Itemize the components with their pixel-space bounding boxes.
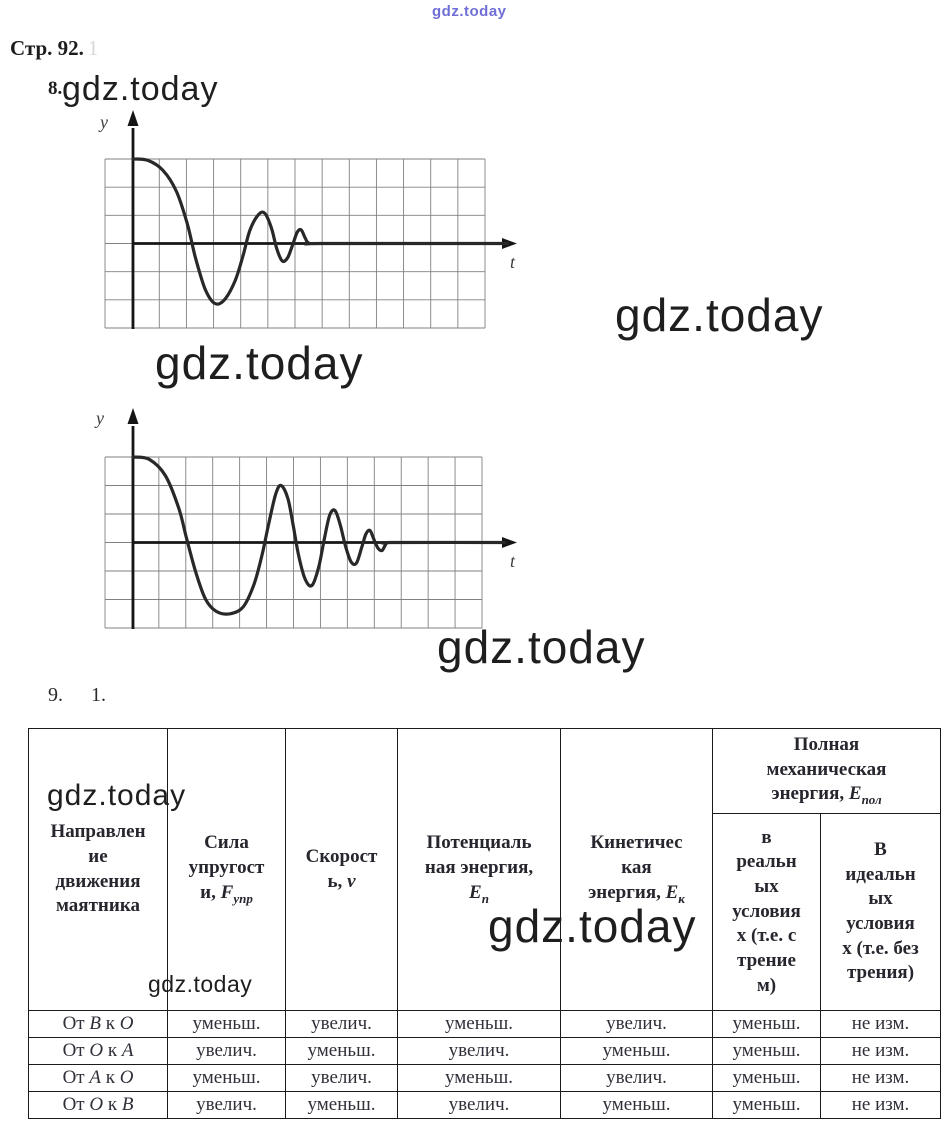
value-cell: увелич. bbox=[285, 1010, 398, 1038]
col-header-kinetic: Кинетичес кая энергия, Eк bbox=[560, 728, 713, 1011]
value-cell: увелич. bbox=[285, 1064, 398, 1092]
header-text: Скорост ь, bbox=[305, 845, 378, 892]
formula-base: v bbox=[347, 870, 356, 892]
value-cell: уменьш. bbox=[167, 1010, 286, 1038]
formula-subscript: п bbox=[481, 890, 489, 906]
value-cell: увелич. bbox=[167, 1091, 286, 1119]
page-heading-text: Стр. 92. bbox=[10, 36, 84, 60]
formula-base: E bbox=[848, 783, 862, 805]
value-cell: уменьш. bbox=[712, 1010, 821, 1038]
page-heading: Стр. 92. 1 bbox=[10, 36, 98, 61]
watermark-top: gdz.today bbox=[432, 3, 507, 20]
formula-base: F bbox=[220, 881, 234, 903]
value-cell: увелич. bbox=[397, 1091, 561, 1119]
watermark-left: gdz.today bbox=[155, 337, 364, 389]
formula-base: E bbox=[665, 881, 679, 903]
watermark-right: gdz.today bbox=[615, 289, 824, 341]
formula-subscript: упр bbox=[233, 890, 253, 906]
value-cell: уменьш. bbox=[712, 1037, 821, 1065]
value-cell: уменьш. bbox=[712, 1064, 821, 1092]
pendulum-energy-table: Направлен ие движения маятника Сила упру… bbox=[28, 728, 941, 1119]
header-text: В идеальн ых условия х (т.е. без трения) bbox=[842, 838, 919, 984]
formula-subscript: пол bbox=[861, 792, 882, 808]
damped-oscillation-graph-1: yt bbox=[98, 110, 517, 329]
value-cell: уменьш. bbox=[397, 1064, 561, 1092]
col-header-total-energy: Полная механическая энергия, Eпол bbox=[712, 728, 941, 814]
header-text: Полная механическая энергия, bbox=[766, 733, 887, 805]
value-cell: уменьш. bbox=[167, 1064, 286, 1092]
problem-9-label: 9. bbox=[48, 684, 63, 706]
col-header-direction: Направлен ие движения маятника bbox=[28, 728, 168, 1011]
value-cell: уменьш. bbox=[397, 1010, 561, 1038]
value-cell: не изм. bbox=[820, 1037, 941, 1065]
value-cell: уменьш. bbox=[560, 1091, 713, 1119]
formula-base: E bbox=[469, 881, 482, 903]
header-text: в реальн ых условия х (т.е. с трение м) bbox=[732, 826, 801, 996]
value-cell: увелич. bbox=[397, 1037, 561, 1065]
col-header-speed: Скорост ь, v bbox=[285, 728, 398, 1011]
value-cell: уменьш. bbox=[560, 1037, 713, 1065]
direction-cell: От O к A bbox=[28, 1037, 168, 1065]
watermark-after-p8: gdz.today bbox=[62, 70, 219, 108]
col-header-ideal-conditions: В идеальн ых условия х (т.е. без трения) bbox=[820, 813, 941, 1011]
damped-oscillation-graph-2: yt bbox=[94, 408, 517, 629]
value-cell: увелич. bbox=[560, 1010, 713, 1038]
value-cell: не изм. bbox=[820, 1091, 941, 1119]
value-cell: увелич. bbox=[167, 1037, 286, 1065]
value-cell: уменьш. bbox=[285, 1037, 398, 1065]
col-header-force: Сила упругост и, Fупр bbox=[167, 728, 286, 1011]
direction-cell: От B к O bbox=[28, 1010, 168, 1038]
direction-cell: От A к O bbox=[28, 1064, 168, 1092]
col-header-potential: Потенциаль ная энергия, Eп bbox=[397, 728, 561, 1011]
svg-text:y: y bbox=[94, 408, 104, 428]
header-text: Сила упругост и, bbox=[188, 832, 265, 903]
scan-artifact: 1 bbox=[87, 36, 99, 60]
value-cell: не изм. bbox=[820, 1064, 941, 1092]
problem-8-number: 8. bbox=[48, 78, 63, 99]
value-cell: увелич. bbox=[560, 1064, 713, 1092]
formula-subscript: к bbox=[678, 890, 685, 906]
svg-text:t: t bbox=[510, 551, 516, 571]
header-text: Потенциаль ная энергия, bbox=[424, 832, 534, 879]
problem-9-part: 1. bbox=[91, 684, 106, 706]
col-header-real-conditions: в реальн ых условия х (т.е. с трение м) bbox=[712, 813, 821, 1011]
header-text: Кинетичес кая энергия, bbox=[588, 832, 683, 903]
header-text: Направлен ие движения маятника bbox=[50, 821, 146, 917]
results-table: Направлен ие движения маятника Сила упру… bbox=[28, 728, 941, 1119]
svg-text:y: y bbox=[98, 112, 108, 132]
value-cell: не изм. bbox=[820, 1010, 941, 1038]
direction-cell: От O к B bbox=[28, 1091, 168, 1119]
problem-9-number: 9. 1. bbox=[48, 684, 106, 707]
value-cell: уменьш. bbox=[712, 1091, 821, 1119]
svg-text:t: t bbox=[510, 252, 516, 272]
value-cell: уменьш. bbox=[285, 1091, 398, 1119]
